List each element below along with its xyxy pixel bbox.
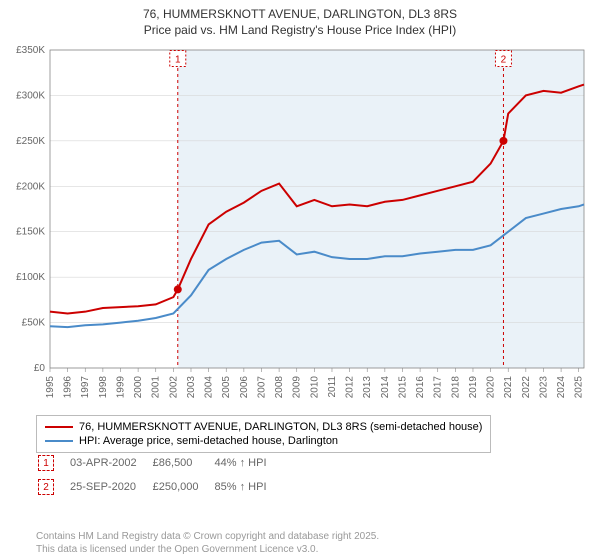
svg-text:£200K: £200K	[16, 182, 45, 193]
svg-text:2: 2	[501, 55, 507, 66]
sales-table: 1 03-APR-2002 £86,500 44% ↑ HPI 2 25-SEP…	[36, 450, 283, 500]
svg-text:2006: 2006	[239, 376, 250, 399]
svg-text:£100K: £100K	[16, 273, 45, 284]
svg-text:2017: 2017	[433, 376, 444, 399]
legend-item: 76, HUMMERSKNOTT AVENUE, DARLINGTON, DL3…	[45, 420, 482, 434]
line-chart: £0 £50K £100K £150K £200K £250K £300K £350K 1995…	[10, 42, 590, 402]
legend-label: HPI: Average price, semi-detached house,…	[79, 435, 338, 447]
table-row: 2 25-SEP-2020 £250,000 85% ↑ HPI	[38, 476, 281, 498]
svg-text:2015: 2015	[397, 376, 408, 399]
svg-text:2002: 2002	[168, 376, 179, 399]
chart-area: £0 £50K £100K £150K £200K £250K £300K £350K 1995…	[10, 42, 590, 402]
sale-delta: 85% ↑ HPI	[215, 476, 281, 498]
svg-text:1: 1	[175, 55, 181, 66]
svg-text:2024: 2024	[556, 376, 567, 399]
svg-text:1996: 1996	[63, 376, 74, 399]
svg-text:2022: 2022	[521, 376, 532, 399]
attrib-line-2: This data is licensed under the Open Gov…	[36, 543, 379, 556]
svg-text:£150K: £150K	[16, 227, 45, 238]
table-row: 1 03-APR-2002 £86,500 44% ↑ HPI	[38, 452, 281, 474]
svg-text:1995: 1995	[45, 376, 56, 399]
svg-text:2019: 2019	[468, 376, 479, 399]
sale-date: 25-SEP-2020	[70, 476, 151, 498]
svg-text:2003: 2003	[186, 376, 197, 399]
svg-text:2020: 2020	[486, 376, 497, 399]
svg-text:2001: 2001	[151, 376, 162, 399]
svg-text:2013: 2013	[362, 376, 373, 399]
svg-text:2009: 2009	[292, 376, 303, 399]
svg-text:£250K: £250K	[16, 136, 45, 147]
sale-marker-icon: 2	[38, 479, 54, 495]
sale-price: £250,000	[153, 476, 213, 498]
svg-text:1999: 1999	[115, 376, 126, 399]
svg-text:2007: 2007	[256, 376, 267, 399]
title-line-2: Price paid vs. HM Land Registry's House …	[0, 22, 600, 38]
svg-text:£50K: £50K	[22, 318, 46, 329]
svg-text:£350K: £350K	[16, 45, 45, 56]
chart-title: 76, HUMMERSKNOTT AVENUE, DARLINGTON, DL3…	[0, 0, 600, 42]
svg-text:2023: 2023	[538, 376, 549, 399]
title-line-1: 76, HUMMERSKNOTT AVENUE, DARLINGTON, DL3…	[0, 6, 600, 22]
legend-swatch	[45, 426, 73, 428]
svg-text:£0: £0	[34, 363, 46, 374]
svg-text:1997: 1997	[80, 376, 91, 399]
svg-text:2021: 2021	[503, 376, 514, 399]
svg-text:2000: 2000	[133, 376, 144, 399]
sale-date: 03-APR-2002	[70, 452, 151, 474]
legend-swatch	[45, 440, 73, 442]
legend-item: HPI: Average price, semi-detached house,…	[45, 434, 482, 448]
svg-text:2011: 2011	[327, 376, 338, 398]
sale-delta: 44% ↑ HPI	[215, 452, 281, 474]
svg-text:2012: 2012	[345, 376, 356, 399]
legend-label: 76, HUMMERSKNOTT AVENUE, DARLINGTON, DL3…	[79, 421, 482, 433]
attribution: Contains HM Land Registry data © Crown c…	[36, 530, 379, 556]
svg-text:2018: 2018	[450, 376, 461, 399]
sale-price: £86,500	[153, 452, 213, 474]
sale-marker-icon: 1	[38, 455, 54, 471]
svg-text:2004: 2004	[204, 376, 215, 399]
svg-text:2010: 2010	[309, 376, 320, 399]
attrib-line-1: Contains HM Land Registry data © Crown c…	[36, 530, 379, 543]
svg-text:£300K: £300K	[16, 91, 45, 102]
svg-text:2008: 2008	[274, 376, 285, 399]
svg-text:2005: 2005	[221, 376, 232, 399]
svg-text:2016: 2016	[415, 376, 426, 399]
svg-text:2025: 2025	[574, 376, 585, 399]
svg-text:2014: 2014	[380, 376, 391, 399]
legend: 76, HUMMERSKNOTT AVENUE, DARLINGTON, DL3…	[36, 415, 491, 453]
svg-text:1998: 1998	[98, 376, 109, 399]
